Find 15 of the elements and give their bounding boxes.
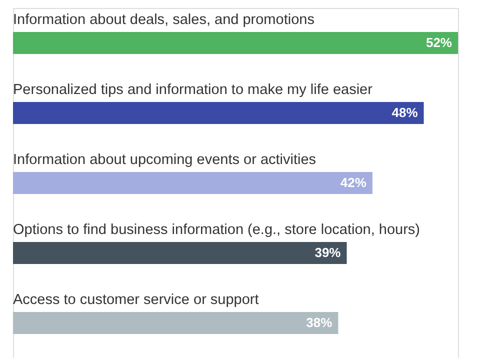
data-label: 38% (306, 315, 333, 330)
data-label: 39% (314, 245, 342, 260)
data-label: 52% (426, 35, 452, 50)
y-tick-label: Information about deals, sales, and promotions (13, 12, 314, 28)
y-tick-label: Personalized tips and information to make my life easier (13, 82, 373, 98)
bar (13, 172, 372, 194)
y-tick-label: Options to find business information (e.g., store location, hours) (13, 222, 420, 238)
bar (13, 312, 338, 334)
data-label: 48% (392, 105, 418, 120)
data-label: 42% (340, 175, 367, 190)
bar (13, 102, 424, 124)
y-tick-label: Information about upcoming events or activities (13, 152, 316, 168)
bar (13, 32, 458, 54)
bar (13, 242, 347, 264)
y-tick-label: Access to customer service or support (13, 292, 259, 308)
